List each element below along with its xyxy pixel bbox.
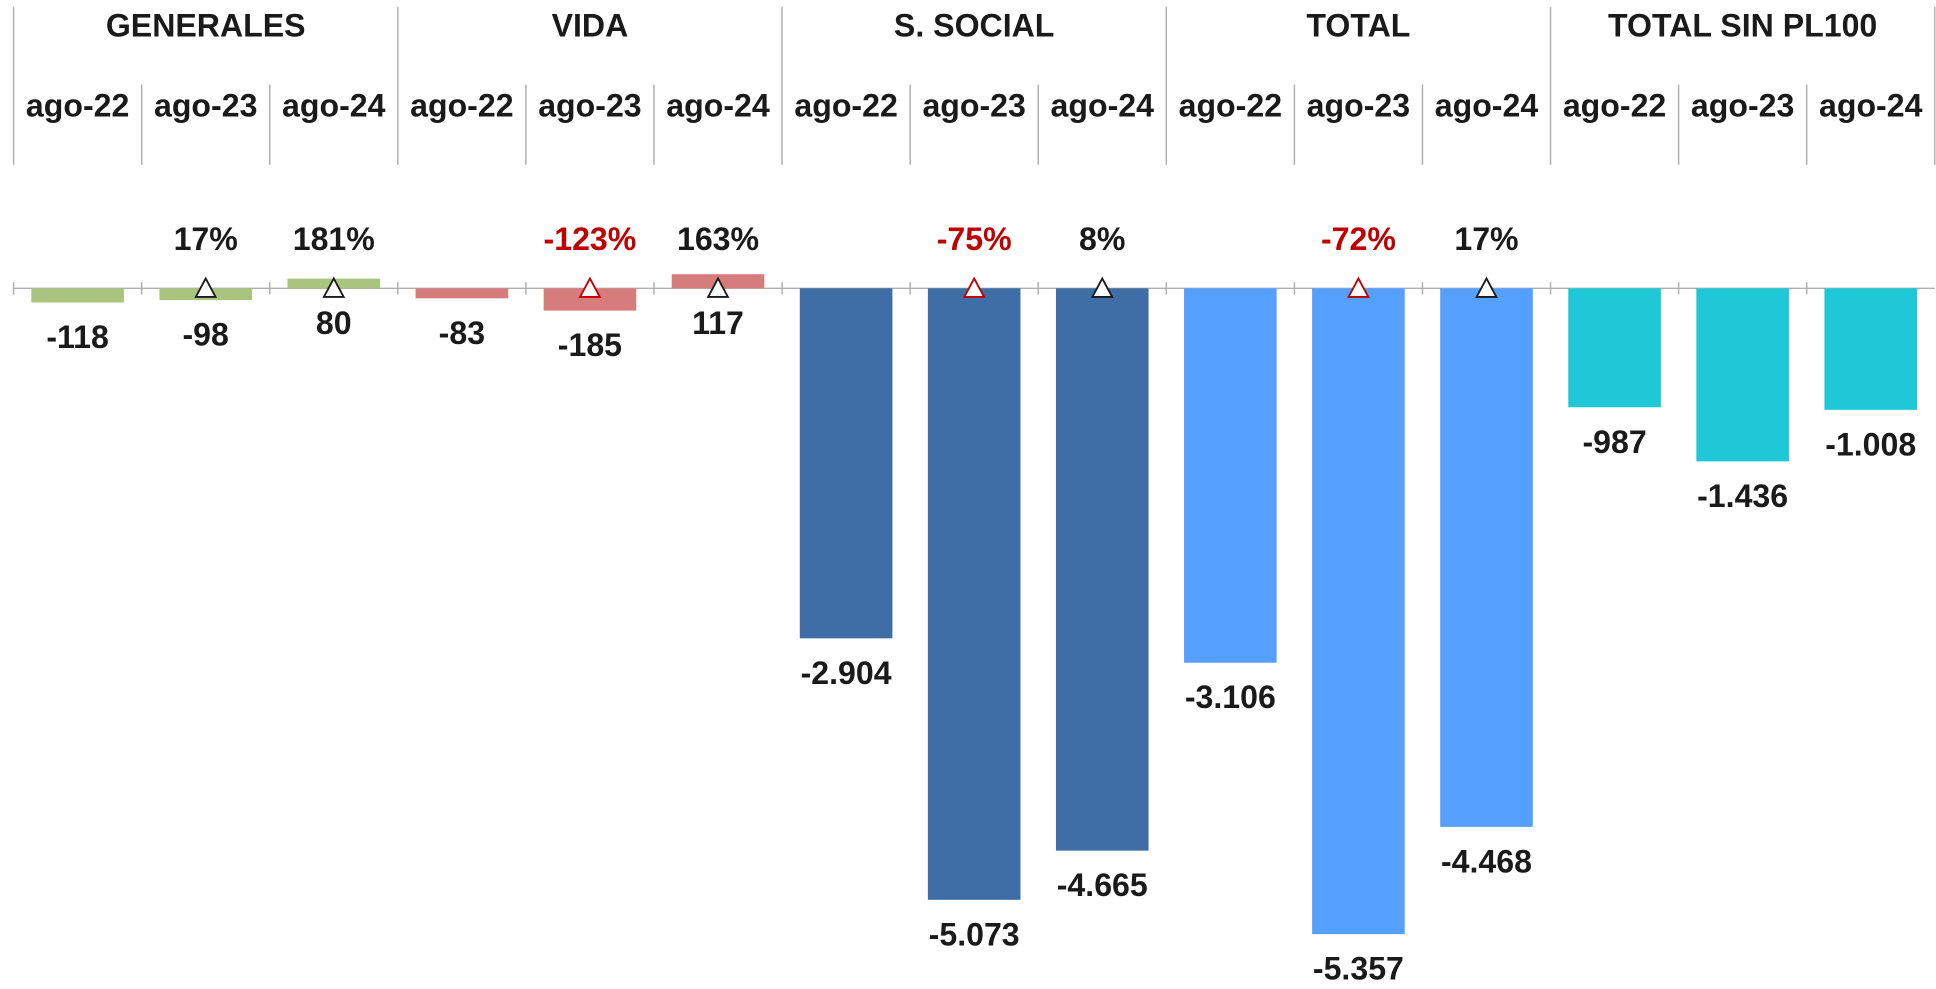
- bar: [927, 288, 1021, 900]
- category-label: ago-22: [1563, 88, 1666, 124]
- value-label: -4.468: [1441, 843, 1532, 879]
- change-label: 163%: [677, 221, 759, 257]
- value-label: -2.904: [801, 655, 892, 691]
- category-label: ago-24: [1051, 88, 1155, 124]
- value-label: -98: [183, 317, 229, 353]
- value-label: -1.436: [1697, 478, 1788, 514]
- category-label: ago-23: [538, 88, 641, 124]
- change-label: 17%: [1454, 221, 1518, 257]
- bar: [31, 288, 124, 303]
- group-header: TOTAL SIN PL100: [1608, 7, 1877, 43]
- category-label: ago-22: [26, 88, 129, 124]
- change-label: -75%: [937, 221, 1012, 257]
- change-label: 17%: [174, 221, 238, 257]
- bar: [1312, 288, 1405, 935]
- category-label: ago-22: [410, 88, 513, 124]
- category-label: ago-23: [1307, 88, 1410, 124]
- bar: [1568, 288, 1661, 408]
- value-label: 117: [692, 305, 744, 341]
- group-header: GENERALES: [106, 7, 306, 43]
- value-label: -5.073: [929, 916, 1020, 952]
- value-label: -83: [439, 315, 485, 351]
- bar: [1824, 288, 1918, 410]
- change-label: 181%: [293, 221, 375, 257]
- bar: [1440, 288, 1533, 827]
- group-header: TOTAL: [1306, 7, 1410, 43]
- value-label: 80: [316, 305, 352, 341]
- change-marker: [1090, 276, 1114, 298]
- value-label: -185: [558, 327, 622, 363]
- change-marker: [962, 276, 986, 298]
- change-marker: [706, 276, 730, 298]
- bar: [1055, 288, 1149, 851]
- value-label: -5.357: [1313, 951, 1404, 987]
- bar: [415, 288, 509, 299]
- change-label: 8%: [1079, 221, 1125, 257]
- value-label: -987: [1582, 424, 1646, 460]
- category-label: ago-24: [1435, 88, 1539, 124]
- category-label: ago-23: [1691, 88, 1794, 124]
- category-label: ago-24: [1819, 88, 1923, 124]
- change-marker: [194, 276, 218, 298]
- change-marker: [578, 276, 602, 298]
- bar: [799, 288, 893, 639]
- category-label: ago-23: [922, 88, 1025, 124]
- group-header: VIDA: [552, 7, 629, 43]
- category-label: ago-22: [794, 88, 897, 124]
- bar: [1184, 288, 1277, 663]
- change-marker: [1475, 276, 1498, 298]
- bar: [1696, 288, 1789, 462]
- value-label: -118: [46, 319, 108, 355]
- value-label: -1.008: [1825, 426, 1916, 462]
- value-label: -4.665: [1057, 867, 1148, 903]
- change-marker: [1346, 276, 1370, 298]
- category-label: ago-24: [666, 88, 770, 124]
- category-label: ago-24: [282, 88, 386, 124]
- category-label: ago-23: [154, 88, 257, 124]
- change-label: -72%: [1321, 221, 1396, 257]
- group-header: S. SOCIAL: [894, 7, 1055, 43]
- change-marker: [322, 276, 346, 298]
- change-label: -123%: [544, 221, 637, 257]
- bar: [543, 288, 637, 311]
- value-label: -3.106: [1185, 679, 1276, 715]
- category-label: ago-22: [1179, 88, 1282, 124]
